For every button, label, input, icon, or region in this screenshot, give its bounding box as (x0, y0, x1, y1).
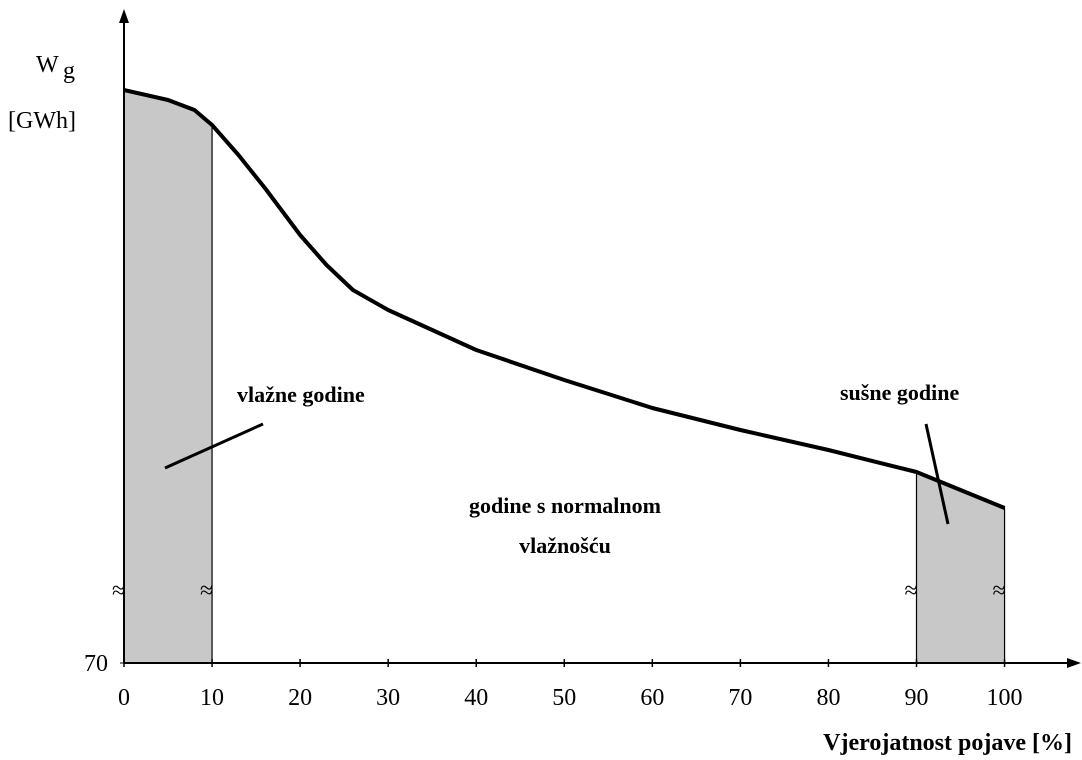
shaded-band (123, 89, 213, 664)
axis-break: ≈ (993, 578, 1006, 604)
pointer (164, 422, 264, 470)
annotation-wet: vlažne godine (237, 382, 365, 407)
annotation-dry: sušne godine (840, 380, 959, 405)
axis-break: ≈ (200, 578, 213, 604)
x-tick-label: 80 (816, 685, 840, 711)
x-tick-label: 90 (905, 685, 929, 711)
x-tick-label: 60 (640, 685, 664, 711)
pointer (924, 423, 950, 525)
annotations: vlažne godine sušne godine godine s norm… (237, 380, 959, 558)
y-label-unit: [GWh] (8, 108, 76, 134)
axis-break: ≈ (905, 578, 918, 604)
x-tick-label: 20 (288, 685, 312, 711)
y-label: W (36, 52, 59, 78)
curve (123, 88, 1006, 510)
x-tick-label: 40 (464, 685, 488, 711)
y-axis-arrow (119, 9, 129, 23)
annotation-normal: godine s normalnom (469, 493, 661, 518)
y-label-sub: g (63, 58, 75, 84)
x-axis-arrow (1067, 658, 1081, 668)
x-tick-label: 50 (552, 685, 576, 711)
x-tick-label: 0 (118, 685, 130, 711)
plot: ≈ ≈ ≈ ≈0 10 20 30 40 50 60 70 80 90 100 70 (84, 9, 1081, 711)
x-label: Vjerojatnost pojave [%] (823, 730, 1072, 756)
x-tick-label: 100 (987, 685, 1023, 711)
annotation-normal: vlažnošću (519, 533, 611, 558)
y-tick-label: 70 (84, 651, 108, 677)
x-tick-label: 70 (728, 685, 752, 711)
x-tick-label: 10 (200, 685, 224, 711)
axis-break: ≈ (112, 578, 125, 604)
x-tick-label: 30 (376, 685, 400, 711)
